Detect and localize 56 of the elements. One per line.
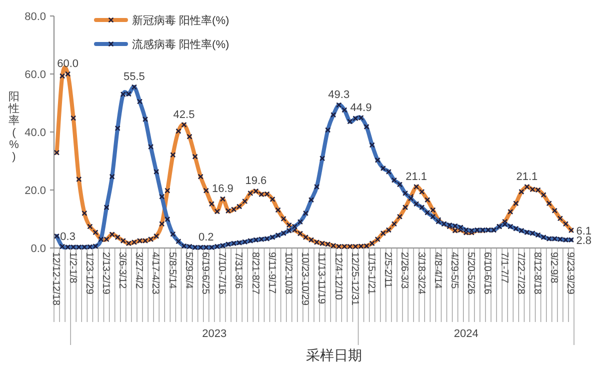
x-tick-label: 2/5-2/11 [382,252,394,288]
x-tick-label: 12/25-12/31 [348,252,360,306]
x-tick-label: 7/10-7/16 [216,252,228,295]
y-axis-title: 阳性率(%) [8,91,20,163]
x-tick-label: 1/2-1/8 [66,252,78,284]
x-tick-label: 9/23-9/29 [564,252,576,295]
x-tick-label: 10/2-10/8 [282,252,294,295]
x-tick-label: 7/31-8/6 [232,252,244,290]
x-tick-label: 8/21-8/27 [249,252,260,295]
y-tick-label: 20.0 [24,185,46,197]
x-tick-label: 3/6-3/12 [116,252,128,290]
x-tick-label: 4/29-5/5 [448,252,460,290]
x-tick-label: 10/23-10/29 [299,252,310,306]
x-tick-label: 4/8-4/14 [432,252,443,290]
text: 2023 [202,328,227,340]
x-axis-title: 采样日期 [306,348,362,364]
x-tick-label: 3/18-3/24 [415,252,426,295]
x-tick-label: 5/8-5/14 [166,252,178,290]
x-tick-label: 2/26-3/3 [398,252,410,290]
x-tick-label: 8/12-8/18 [531,252,542,295]
x-tick-label: 7/22-7/28 [514,252,526,295]
x-tick-label: 12/12-12/18 [50,252,62,306]
y-tick-label: 40.0 [24,127,46,139]
x-tick-label: 1/23-1/29 [83,252,94,295]
data-label: 44.9 [350,102,372,114]
x-tick-label: 5/29-6/4 [182,252,194,290]
data-label: 21.1 [406,170,428,183]
x-tick-label: 6/10-6/16 [482,252,493,295]
y-tick-label: 80.0 [24,11,46,23]
data-label: 0.3 [60,231,76,244]
data-label: 0.2 [198,231,214,244]
data-label: 55.5 [124,71,145,84]
data-label: 19.6 [245,175,267,188]
x-tick-label: 9/2-9/8 [548,252,560,284]
x-tick-label: 6/19-6/25 [200,252,211,295]
x-tick-label: 5/20-5/26 [465,252,476,295]
data-label: 16.9 [212,182,234,195]
x-tick-label: 7/1-7/7 [498,252,510,284]
x-tick-label: 9/11-9/17 [266,252,277,294]
y-tick-label: 60.0 [24,69,46,81]
data-label: 49.3 [328,89,350,102]
data-label: 42.5 [173,108,195,121]
x-tick-label: 1/15-1/21 [365,252,376,295]
x-tick-label: 2/13-2/19 [100,252,111,295]
legend-label: 流感病毒 阳性率(%) [132,38,230,51]
legend-label: 新冠病毒 阳性率(%) [132,14,230,27]
data-label: 60.0 [57,58,79,70]
y-tick-label: 0.0 [30,243,46,255]
data-label: 2.8 [576,234,592,247]
x-tick-label: 12/4-12/10 [332,252,344,300]
x-tick-label: 3/27-4/2 [133,252,144,290]
x-tick-label: 4/17-4/23 [150,252,161,295]
data-label: 6.1 [576,225,592,238]
data-label: 21.1 [516,170,538,183]
text: 2024 [454,328,478,340]
x-tick-label: 11/13-11/19 [316,252,327,304]
